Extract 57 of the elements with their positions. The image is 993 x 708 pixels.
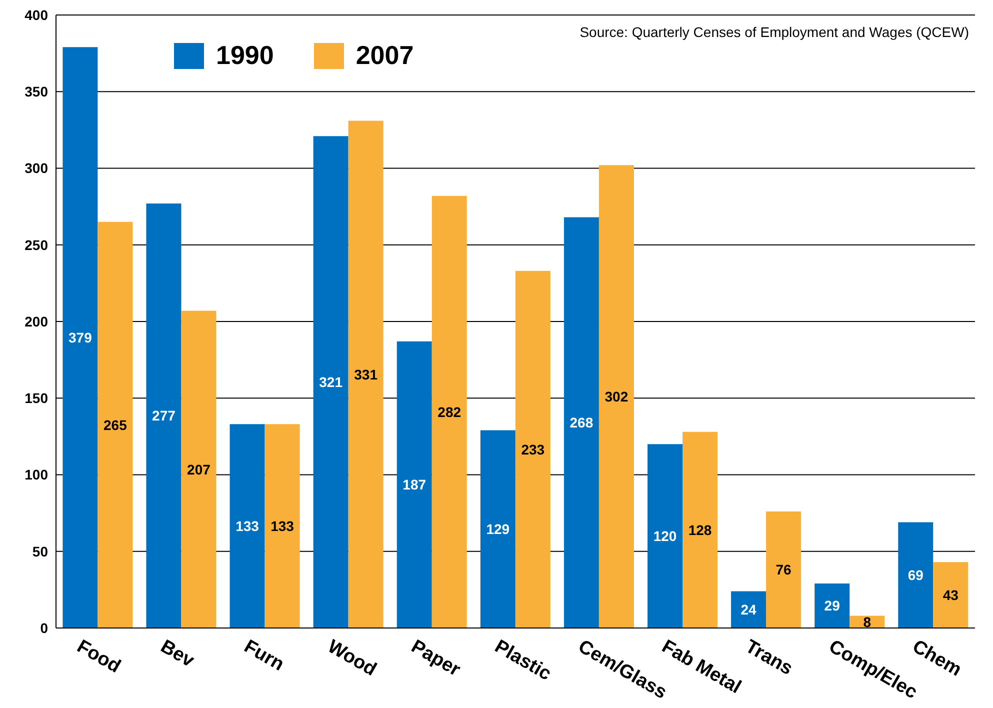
bar (62, 47, 98, 628)
data-label: 207 (187, 461, 211, 478)
data-label: 265 (104, 416, 128, 433)
bar (432, 196, 467, 628)
annotation: Source: Quarterly Censes of Employment and Wages (QCEW) (580, 24, 969, 40)
y-tick-label: 200 (24, 313, 48, 330)
bar (515, 270, 550, 628)
y-tick-label: 300 (24, 160, 48, 176)
data-label: 76 (776, 562, 792, 578)
data-label: 128 (688, 522, 712, 538)
data-label: 379 (68, 330, 92, 346)
bar (648, 444, 682, 628)
bar (313, 136, 348, 628)
data-label: 277 (152, 408, 176, 424)
data-label: 233 (521, 441, 545, 458)
y-tick-label: 50 (32, 543, 48, 560)
data-label: 133 (270, 518, 294, 534)
y-tick-label: 250 (24, 236, 48, 253)
data-label: 187 (402, 476, 426, 493)
bar (731, 591, 766, 628)
data-label: 24 (740, 602, 757, 618)
y-tick-label: 0 (40, 620, 48, 636)
legend-label: 1990 (216, 40, 274, 71)
bar (181, 310, 216, 628)
y-tick-label: 150 (24, 390, 48, 406)
data-label: 133 (236, 518, 260, 534)
bar (396, 341, 432, 628)
y-tick-label: 100 (24, 466, 48, 483)
legend-label: 2007 (356, 40, 414, 71)
bar (933, 562, 968, 628)
data-label: 331 (354, 366, 378, 382)
bar (766, 512, 802, 628)
data-label: 69 (908, 567, 924, 584)
data-label: 43 (942, 587, 959, 604)
data-label: 120 (653, 528, 677, 544)
data-label: 29 (824, 598, 840, 614)
bar (480, 430, 516, 628)
data-label: 302 (604, 388, 628, 405)
y-tick-label: 400 (24, 6, 48, 23)
bar (682, 432, 718, 628)
bar (814, 584, 850, 628)
x-tick-label: Furn (240, 636, 288, 676)
bar (264, 424, 300, 628)
data-label: 129 (486, 521, 510, 538)
bar (230, 424, 265, 628)
data-label: 268 (570, 414, 594, 431)
y-tick-label: 350 (24, 84, 48, 100)
bar (348, 120, 384, 628)
data-label: 282 (438, 404, 462, 420)
bar (898, 522, 934, 628)
data-label: 321 (319, 374, 343, 390)
bar (564, 217, 599, 628)
bar (98, 222, 133, 628)
bar (598, 165, 634, 628)
x-tick-label: Bev (156, 636, 198, 672)
data-label: 8 (863, 614, 872, 630)
bar (146, 204, 182, 628)
